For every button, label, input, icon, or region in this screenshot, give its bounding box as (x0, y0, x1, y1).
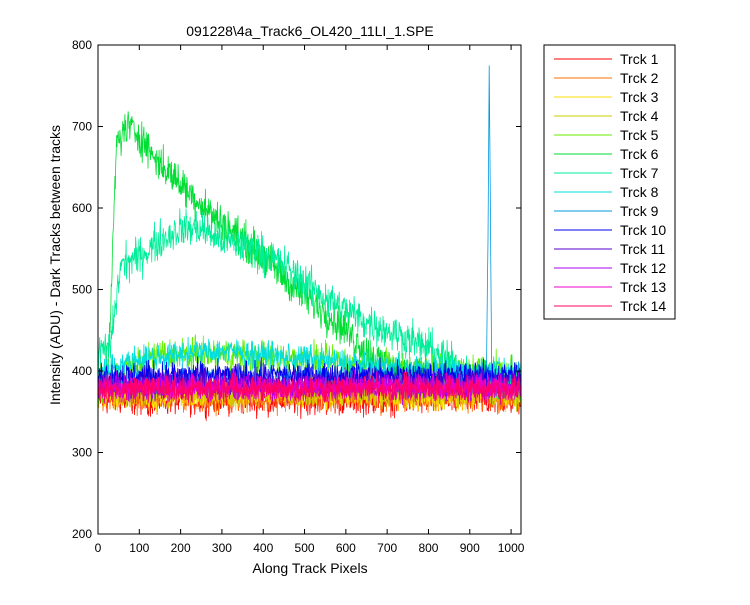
x-tick-label: 0 (95, 541, 102, 555)
y-tick-label: 600 (72, 201, 92, 215)
legend-label-8: Trck 8 (620, 184, 659, 200)
x-tick-label: 500 (295, 541, 315, 555)
series-group (98, 65, 521, 421)
chart-title: 091228\4a_Track6_OL420_11LI_1.SPE (186, 23, 434, 39)
legend-label-4: Trck 4 (620, 108, 659, 124)
x-tick-label: 1000 (498, 541, 525, 555)
y-tick-label: 800 (72, 38, 92, 52)
y-axis-label: Intensity (ADU) - Dark Tracks between tr… (47, 125, 63, 405)
x-tick-label: 100 (129, 541, 149, 555)
legend-label-3: Trck 3 (620, 89, 659, 105)
series-line-14 (98, 371, 521, 405)
legend-label-11: Trck 11 (620, 241, 665, 257)
legend-label-2: Trck 2 (620, 70, 659, 86)
y-tick-label: 200 (72, 527, 92, 541)
x-tick-label: 300 (212, 541, 232, 555)
series-line-7 (98, 208, 521, 399)
y-tick-label: 500 (72, 283, 92, 297)
y-tick-label: 300 (72, 446, 92, 460)
legend-label-6: Trck 6 (620, 146, 659, 162)
x-tick-label: 600 (336, 541, 356, 555)
legend-label-1: Trck 1 (620, 51, 659, 67)
x-tick-label: 900 (460, 541, 480, 555)
y-tick-label: 700 (72, 120, 92, 134)
legend: Trck 1 Trck 2 Trck 3 Trck 4 Trck 5 Trck 6 Trck… (543, 44, 676, 320)
x-tick-label: 200 (171, 541, 191, 555)
x-axis-label: Along Track Pixels (252, 560, 367, 576)
legend-label-13: Trck 13 (620, 279, 666, 295)
x-tick-label: 400 (253, 541, 273, 555)
y-tick-label: 400 (72, 364, 92, 378)
legend-label-10: Trck 10 (620, 222, 666, 238)
legend-label-14: Trck 14 (620, 298, 666, 314)
legend-box (543, 44, 676, 320)
legend-label-7: Trck 7 (620, 165, 659, 181)
plot-area: 0 100 200 300 400 500 600 700 800 900 1000 200 300 40… (72, 38, 525, 555)
legend-label-9: Trck 9 (620, 203, 659, 219)
x-tick-label: 800 (418, 541, 438, 555)
x-tick-label: 700 (377, 541, 397, 555)
legend-label-12: Trck 12 (620, 260, 666, 276)
legend-label-5: Trck 5 (620, 127, 659, 143)
